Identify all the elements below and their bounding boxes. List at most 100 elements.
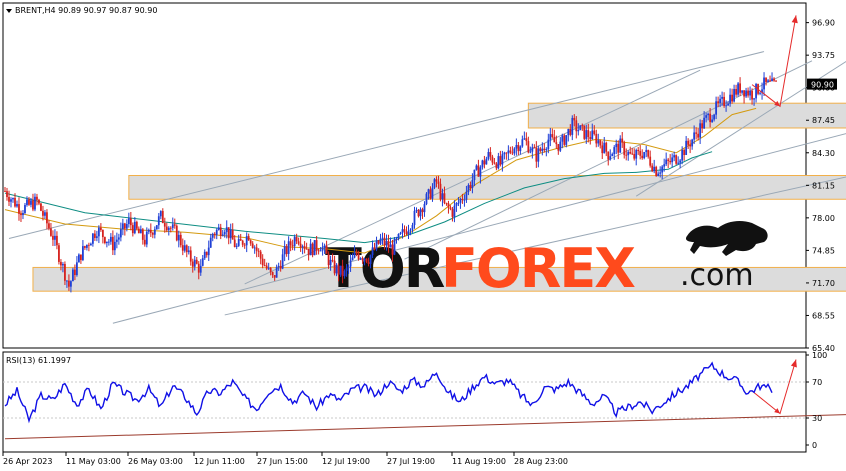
candle-body	[181, 245, 184, 251]
candle-body	[517, 145, 520, 152]
candle-body	[535, 147, 538, 162]
candle-body	[427, 189, 430, 194]
candle-body	[359, 258, 362, 260]
rsi-tick-label: 70	[812, 378, 822, 387]
candle-body	[191, 261, 194, 267]
candle-body	[581, 125, 584, 127]
candle-body	[153, 229, 156, 235]
candle-body	[655, 166, 658, 177]
candle-body	[123, 223, 126, 229]
candle-body	[225, 227, 228, 233]
candle-body	[399, 232, 402, 234]
candle-body	[771, 78, 773, 82]
candle-body	[677, 162, 680, 164]
candle-body	[313, 240, 316, 256]
candle-body	[769, 80, 771, 82]
candle-body	[323, 245, 326, 248]
candle-body	[301, 246, 304, 248]
candle-body	[229, 229, 232, 239]
time-tick-label: 27 Jun 15:00	[257, 457, 308, 466]
candle-body	[733, 88, 735, 102]
candle-body	[187, 250, 190, 253]
price-forecast-arrow-1-head	[791, 15, 798, 24]
time-tick-label: 27 Jul 19:00	[387, 457, 435, 466]
candle-body	[249, 240, 252, 244]
candle-body	[407, 230, 410, 235]
candle-body	[283, 246, 286, 255]
candle-body	[333, 260, 336, 274]
candle-body	[523, 138, 526, 140]
candle-body	[493, 162, 496, 164]
candle-body	[339, 265, 342, 275]
candle-body	[411, 225, 414, 230]
candle-body	[487, 152, 490, 159]
candle-body	[571, 117, 574, 135]
candle-body	[471, 180, 474, 188]
rsi-forecast-arrow-head	[790, 359, 797, 368]
candle-body	[60, 261, 62, 266]
candle-body	[739, 83, 741, 93]
candle-body	[107, 241, 110, 243]
candle-body	[267, 267, 270, 269]
candle-body	[765, 77, 767, 82]
candle-body	[321, 247, 324, 251]
candle-body	[645, 150, 648, 153]
candle-body	[367, 261, 370, 264]
price-tick-label: 93.75	[812, 51, 835, 60]
price-tick-label: 81.15	[812, 181, 835, 190]
candle-body	[629, 151, 632, 154]
candle-body	[717, 101, 720, 104]
candle-body	[473, 169, 476, 181]
rsi-tick-label: 100	[812, 351, 827, 360]
time-tick-label: 11 May 03:00	[66, 457, 121, 466]
candle-body	[48, 223, 50, 229]
candle-body	[569, 128, 572, 135]
candle-body	[653, 166, 656, 172]
candle-body	[625, 154, 628, 156]
candle-body	[279, 265, 282, 269]
candle-body	[255, 247, 258, 251]
candle-body	[457, 202, 460, 204]
candle-body	[84, 246, 86, 248]
candle-body	[135, 221, 138, 229]
candle-body	[713, 114, 716, 120]
candle-body	[155, 225, 158, 230]
candle-body	[683, 149, 686, 155]
candle-body	[563, 135, 566, 145]
candle-body	[447, 203, 450, 208]
candle-body	[78, 254, 80, 263]
candle-body	[621, 138, 624, 143]
candle-body	[177, 234, 180, 241]
candle-body	[185, 245, 188, 253]
candle-body	[197, 263, 200, 273]
candle-body	[62, 264, 64, 266]
candle-body	[121, 223, 124, 230]
price-tick-label: 74.85	[812, 246, 835, 255]
candle-body	[701, 123, 704, 129]
candle-body	[559, 141, 562, 151]
candle-body	[755, 84, 757, 99]
rsi-trend-line	[4, 414, 846, 440]
candle-body	[211, 233, 214, 238]
candle-body	[483, 160, 486, 165]
candle-body	[651, 165, 654, 172]
candle-body	[417, 209, 420, 217]
candle-body	[119, 229, 122, 238]
candle-body	[503, 152, 506, 155]
candle-body	[93, 233, 96, 238]
candle-body	[671, 157, 674, 163]
candle-body	[665, 159, 668, 165]
candle-body	[167, 227, 170, 231]
candle-body	[257, 250, 260, 252]
candle-body	[317, 250, 320, 252]
candle-body	[479, 167, 482, 177]
dropdown-triangle-icon[interactable]	[6, 9, 12, 13]
candle-body	[331, 259, 334, 261]
candle-body	[213, 233, 216, 235]
candle-body	[495, 163, 498, 169]
candle-body	[345, 268, 348, 271]
candle-body	[243, 244, 246, 246]
candle-body	[595, 133, 598, 144]
candle-body	[759, 92, 761, 94]
support-zone-1	[527, 102, 846, 129]
